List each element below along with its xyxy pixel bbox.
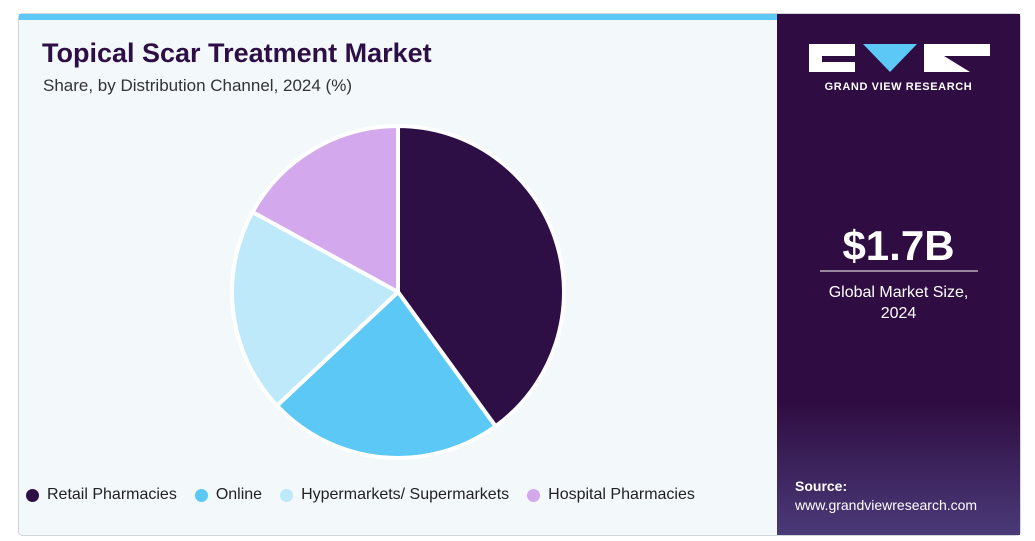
legend-marker (194, 488, 208, 502)
legend-item: Retail Pharmacies (26, 486, 177, 504)
legend-marker (26, 488, 39, 502)
legend-label: Hospital Pharmacies (548, 486, 695, 503)
pie-slice (396, 124, 566, 429)
source-label: Source: (795, 478, 848, 494)
market-size-label: Global Market Size, 2024 (828, 284, 969, 322)
chart-title: Topical Scar Treatment Market (42, 38, 432, 68)
legend-marker (527, 488, 541, 502)
pie (230, 124, 566, 460)
legend-item: Hypermarkets/ Supermarkets (280, 486, 509, 504)
pie-slice (274, 290, 498, 460)
pie-slice (230, 210, 400, 408)
legend-marker (280, 488, 294, 502)
side-panel (777, 14, 1020, 535)
brand-name: GRAND VIEW RESEARCH (824, 81, 973, 93)
legend-label: Hypermarkets/ Supermarkets (301, 486, 510, 503)
chart-subtitle: Share, by Distribution Channel, 2024 (%) (43, 76, 352, 95)
source: Source: www.grandviewresearch.com (795, 477, 977, 515)
logo (809, 44, 990, 72)
legend-item: Hospital Pharmacies (527, 486, 695, 504)
legend: Retail Pharmacies Online Hypermarkets/ Sup… (26, 486, 713, 504)
top-stripe (19, 14, 777, 20)
legend-label: Retail Pharmacies (47, 486, 177, 503)
legend-label: Online (215, 486, 263, 503)
source-url: www.grandviewresearch.com (795, 497, 978, 513)
pie-slice (250, 124, 400, 294)
market-size: $1.7B (842, 222, 955, 269)
legend-item: Online (194, 486, 263, 504)
